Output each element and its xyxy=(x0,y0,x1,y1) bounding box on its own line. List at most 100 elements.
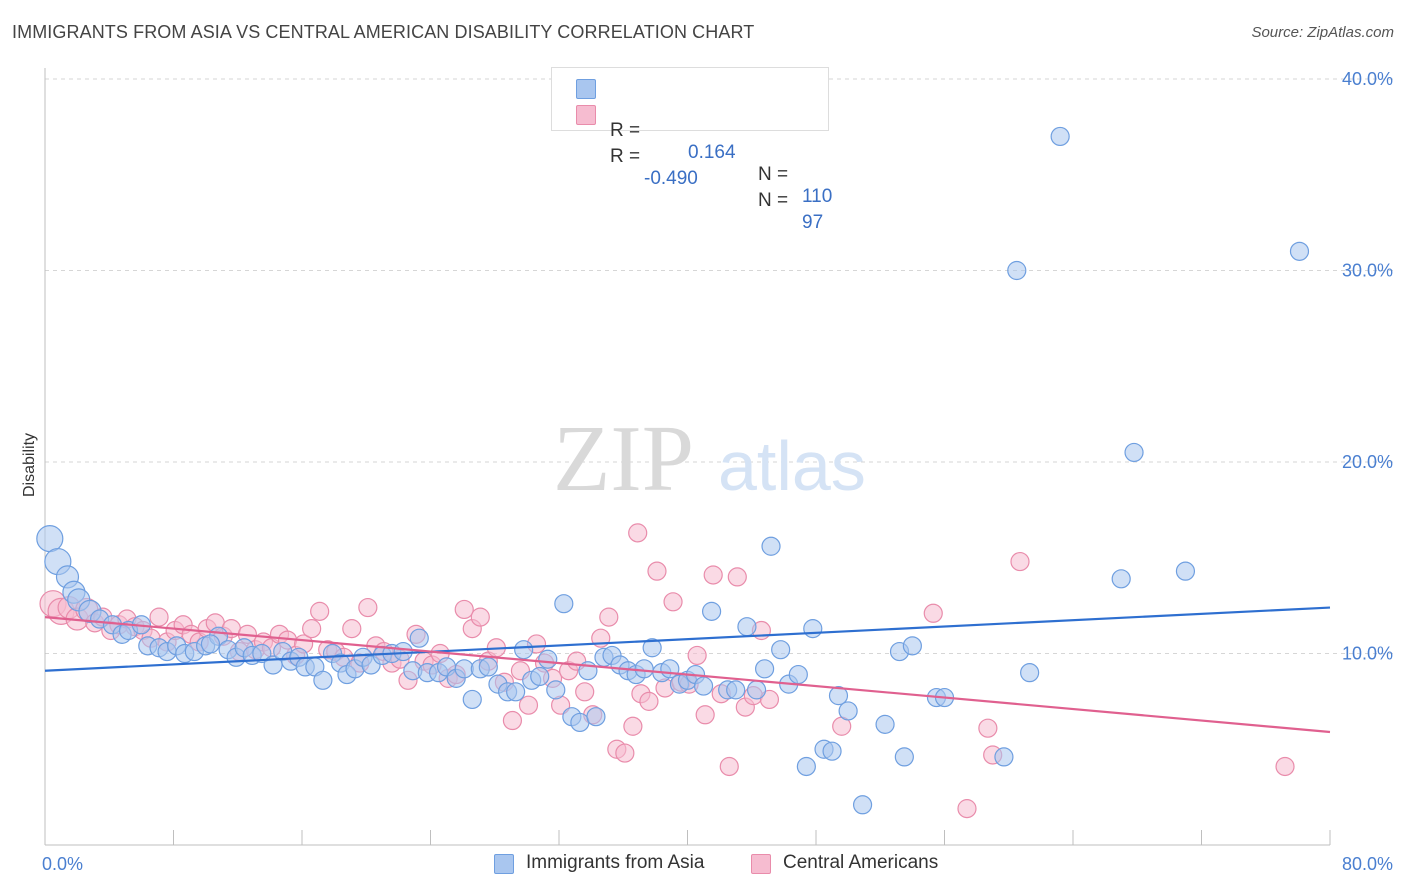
central-point xyxy=(957,799,977,819)
asia-point xyxy=(454,659,474,679)
central-point xyxy=(623,716,643,736)
asia-point xyxy=(1007,260,1027,281)
x-tick-label-max: 80.0% xyxy=(1342,854,1393,874)
central-point xyxy=(342,619,362,639)
trend-lines xyxy=(44,606,1331,734)
asia-point xyxy=(586,707,606,727)
asia-point xyxy=(554,594,574,614)
asia-point xyxy=(393,641,413,662)
asia-point xyxy=(252,643,272,664)
asia-point xyxy=(462,689,482,710)
central-point xyxy=(759,689,780,710)
central-point xyxy=(454,599,474,620)
central-point xyxy=(719,756,739,777)
asia-point xyxy=(409,628,429,648)
y-axis-label: Disability xyxy=(21,433,38,497)
asia-point xyxy=(538,649,558,669)
central-point xyxy=(615,743,635,763)
asia-point xyxy=(754,659,775,679)
asia-point xyxy=(994,747,1014,767)
central-point xyxy=(302,619,322,639)
central-point xyxy=(978,718,998,738)
central-point xyxy=(470,607,490,627)
asia-trend-line xyxy=(44,606,1331,672)
bottom-legend-swatch-asia xyxy=(494,854,514,874)
asia-point xyxy=(660,659,680,679)
central-point xyxy=(358,597,378,618)
legend-n-value-central: 97 xyxy=(802,212,824,233)
y-tick-label: 40.0% xyxy=(1342,69,1393,89)
bottom-legend-label-central: Central Americans xyxy=(783,852,939,873)
legend-swatch-asia xyxy=(576,79,596,99)
legend-swatch-central xyxy=(576,105,596,125)
asia-point xyxy=(803,619,823,639)
y-tick-labels: 10.0% 20.0% 30.0% 40.0% xyxy=(1342,69,1393,664)
asia-point xyxy=(822,741,842,761)
source-label: Source: ZipAtlas.com xyxy=(1251,24,1394,41)
x-tick-labels: 0.0% 80.0% xyxy=(42,854,1393,874)
asia-point xyxy=(894,747,914,767)
asia-point xyxy=(642,638,662,658)
asia-point xyxy=(200,634,221,654)
watermark-zip: ZIP xyxy=(553,407,694,511)
central-point xyxy=(1010,551,1030,572)
legend-r-label: R = xyxy=(610,120,641,141)
central-point xyxy=(575,682,595,702)
bottom-legend-label-asia: Immigrants from Asia xyxy=(526,852,705,873)
central-point xyxy=(687,645,707,666)
asia-point xyxy=(902,636,922,656)
asia-point xyxy=(838,701,858,721)
asia-point xyxy=(771,640,791,660)
y-tick-label: 10.0% xyxy=(1342,644,1393,664)
legend-r-value-central: -0.490 xyxy=(644,168,698,189)
asia-point xyxy=(634,659,654,679)
asia-point xyxy=(1111,569,1131,589)
asia-point xyxy=(1124,442,1144,463)
central-point xyxy=(599,607,619,627)
asia-point xyxy=(726,680,746,700)
asia-point xyxy=(313,670,333,690)
series-immigrants-from-asia xyxy=(36,126,1310,815)
asia-point xyxy=(828,686,849,706)
central-point xyxy=(518,695,539,715)
central-point xyxy=(695,705,715,725)
bottom-legend-swatch-central xyxy=(751,854,771,874)
central-point xyxy=(663,592,683,612)
asia-point xyxy=(1050,126,1070,147)
asia-point xyxy=(796,756,816,777)
x-tick-label-min: 0.0% xyxy=(42,854,83,874)
asia-point xyxy=(737,617,757,637)
legend-r-label: R = xyxy=(610,146,641,167)
central-point xyxy=(727,567,747,587)
y-tick-label: 30.0% xyxy=(1342,261,1393,281)
central-trend-line xyxy=(44,616,1331,734)
central-point xyxy=(703,565,723,585)
asia-point xyxy=(1020,663,1040,683)
asia-point xyxy=(1289,241,1310,261)
legend-n-label: N = xyxy=(758,164,789,185)
asia-point xyxy=(1175,561,1196,581)
central-point xyxy=(310,601,330,621)
legend-row-central: R = -0.490 N = 97 xyxy=(576,102,823,233)
central-point xyxy=(149,607,169,627)
axes xyxy=(44,68,1331,846)
central-point xyxy=(502,710,523,731)
central-point xyxy=(647,561,667,581)
asia-point xyxy=(746,680,767,700)
central-point xyxy=(639,691,659,711)
y-tick-label: 20.0% xyxy=(1342,452,1393,472)
asia-point xyxy=(478,657,498,677)
central-point xyxy=(923,603,943,623)
central-point xyxy=(1275,756,1295,777)
central-point xyxy=(628,523,648,543)
asia-point xyxy=(875,714,895,734)
asia-point xyxy=(530,666,550,687)
asia-point xyxy=(36,524,64,553)
legend-n-value-asia: 110 xyxy=(802,186,833,207)
asia-point xyxy=(570,712,590,733)
legend-row-asia: R = 0.164 N = 110 xyxy=(576,76,832,207)
legend-box: R = 0.164 N = 110 R = -0.490 N = 97 xyxy=(551,67,832,233)
asia-point xyxy=(852,795,873,815)
asia-point xyxy=(701,601,722,621)
